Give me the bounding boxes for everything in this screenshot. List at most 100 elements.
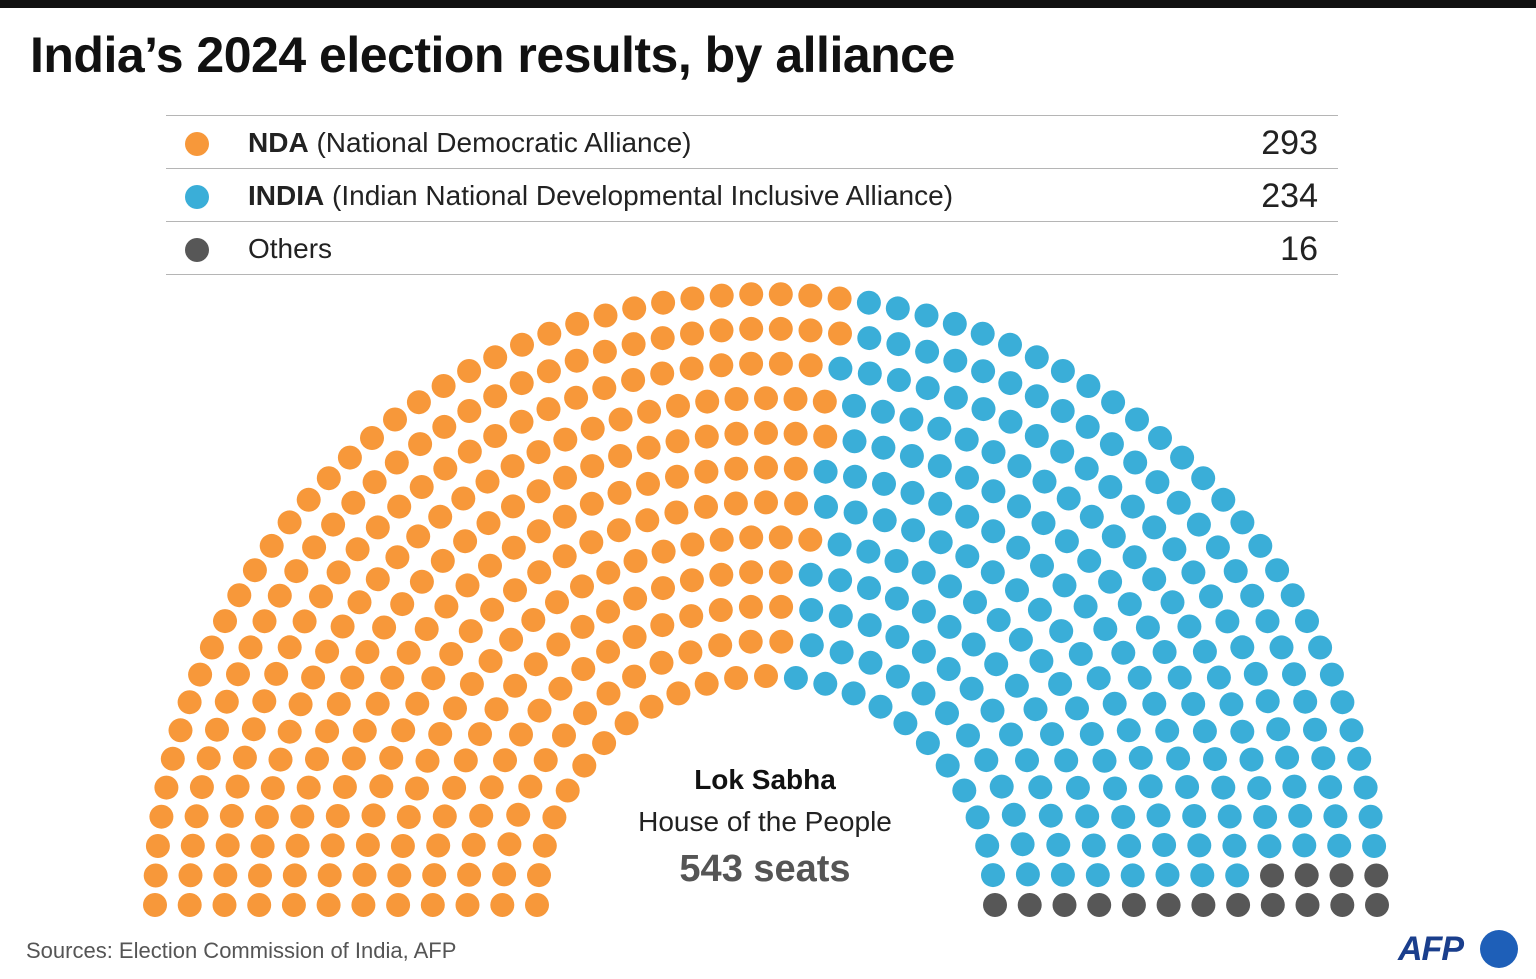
seat-india: [783, 666, 808, 690]
seat-india: [1311, 746, 1336, 771]
seat-others: [1295, 893, 1320, 917]
seat-india: [955, 544, 980, 569]
seat-india: [884, 586, 909, 611]
seat-nda: [608, 444, 633, 468]
seat-nda: [184, 804, 209, 829]
seat-others: [1191, 893, 1216, 917]
seat-nda: [387, 863, 412, 888]
seat-others: [1156, 893, 1181, 917]
seat-nda: [527, 863, 551, 888]
seat-nda: [421, 666, 446, 691]
seat-india: [1211, 487, 1236, 512]
seat-nda: [296, 487, 321, 512]
seat-nda: [621, 368, 646, 392]
seat-india: [1192, 639, 1217, 664]
seat-india: [1255, 609, 1280, 634]
seat-india: [901, 518, 926, 543]
seat-nda: [406, 524, 431, 549]
seat-nda: [664, 500, 689, 525]
chart-title: India’s 2024 election results, by allian…: [30, 27, 955, 83]
seat-india: [1162, 537, 1187, 562]
seat-india: [1128, 745, 1153, 770]
seat-nda: [564, 385, 589, 410]
seat-india: [1004, 673, 1029, 698]
seat-india: [856, 539, 881, 564]
seat-nda: [288, 692, 313, 717]
seat-nda: [248, 863, 272, 888]
seat-india: [1073, 594, 1098, 619]
seat-nda: [178, 863, 203, 888]
seat-india: [1027, 597, 1052, 622]
seat-nda: [457, 439, 482, 464]
seat-nda: [798, 318, 823, 343]
seat-nda: [387, 494, 412, 519]
seat-india: [1152, 640, 1177, 664]
legend-label-others: Others: [248, 233, 333, 264]
seat-india: [915, 731, 940, 756]
seat-nda: [196, 746, 221, 771]
seat-india: [1206, 665, 1231, 690]
seat-nda: [483, 384, 508, 409]
seat-india: [1116, 718, 1141, 743]
seat-nda: [365, 691, 390, 716]
seat-india: [1319, 662, 1344, 687]
seat-others: [1017, 893, 1042, 917]
seat-nda: [149, 804, 174, 829]
seat-india: [1253, 805, 1278, 829]
legend-row-nda: NDA (National Democratic Alliance) 293: [166, 115, 1338, 168]
seat-nda: [533, 748, 558, 773]
seat-india: [981, 440, 1006, 465]
seat-nda: [232, 745, 257, 770]
seat-india: [1160, 590, 1185, 615]
seat-nda: [309, 584, 333, 609]
seat-india: [1028, 775, 1053, 800]
seat-nda: [188, 662, 213, 687]
seat-nda: [536, 397, 561, 422]
seat-nda: [635, 508, 660, 533]
seat-nda: [426, 833, 451, 858]
seat-others: [1121, 893, 1146, 917]
seat-nda: [458, 619, 483, 644]
seat-nda: [678, 640, 703, 665]
seat-india: [799, 598, 824, 622]
seat-nda: [455, 573, 480, 598]
seat-nda: [500, 454, 525, 479]
seat-nda: [828, 321, 852, 346]
seat-nda: [526, 440, 551, 465]
seat-india: [1065, 775, 1090, 800]
seat-india: [1353, 775, 1378, 800]
seat-india: [1142, 515, 1167, 540]
seat-india: [843, 464, 867, 489]
seat-india: [1230, 635, 1255, 660]
seat-india: [956, 723, 980, 748]
seat-india: [872, 508, 897, 533]
seat-nda: [553, 465, 577, 490]
seat-india: [1005, 578, 1029, 603]
seat-nda: [433, 456, 458, 481]
seat-nda: [768, 316, 793, 341]
seat-nda: [573, 701, 597, 726]
seat-nda: [459, 672, 484, 696]
seat-india: [1054, 529, 1079, 554]
seat-nda: [651, 290, 676, 315]
seat-nda: [457, 399, 482, 423]
seat-nda: [768, 351, 793, 376]
legend-count-nda: 293: [1261, 124, 1318, 162]
seat-nda: [552, 723, 576, 748]
seat-nda: [649, 650, 674, 675]
seat-nda: [709, 527, 734, 552]
seat-india: [857, 613, 882, 638]
seat-india: [857, 361, 882, 386]
seat-nda: [579, 530, 604, 555]
seat-nda: [739, 282, 764, 307]
seat-india: [1098, 475, 1123, 499]
seat-nda: [457, 862, 482, 887]
seat-india: [911, 560, 936, 585]
seat-india: [975, 833, 1000, 858]
seat-india: [1215, 609, 1240, 634]
seat-india: [799, 633, 824, 658]
seat-india: [1166, 746, 1191, 771]
seat-nda: [723, 491, 748, 516]
seat-others: [1365, 893, 1389, 917]
seat-india: [886, 368, 911, 392]
